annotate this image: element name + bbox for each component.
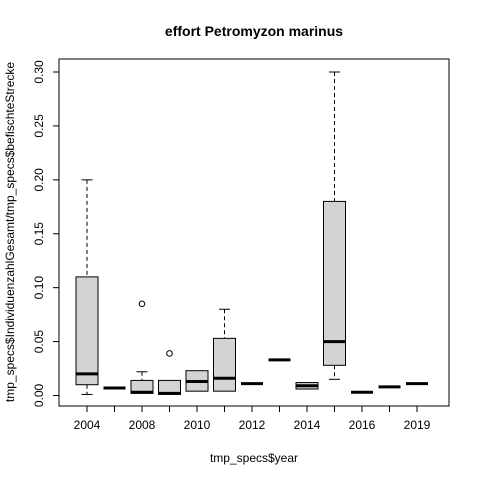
y-tick-label: 0.30 bbox=[32, 60, 46, 84]
x-tick-label: 2014 bbox=[294, 418, 321, 432]
x-tick-label: 2016 bbox=[349, 418, 376, 432]
box-iqr bbox=[75, 276, 99, 386]
x-axis-label: tmp_specs$year bbox=[210, 451, 298, 465]
x-tick-label: 2012 bbox=[239, 418, 266, 432]
x-tick-label: 2008 bbox=[129, 418, 156, 432]
outlier-point bbox=[138, 300, 146, 308]
box-iqr bbox=[213, 337, 236, 392]
box-2015 bbox=[323, 71, 346, 380]
boxes-group bbox=[75, 71, 428, 395]
plot-frame bbox=[58, 58, 450, 407]
box-2011 bbox=[213, 308, 236, 392]
x-axis: 2004 2008 2010 2012 2014 2016 2019 bbox=[74, 405, 431, 432]
y-tick-label: 0.20 bbox=[32, 168, 46, 192]
y-tick-label: 0.10 bbox=[32, 276, 46, 300]
box-2008 bbox=[130, 300, 154, 394]
y-tick-label: 0.25 bbox=[32, 114, 46, 138]
y-tick-label: 0.00 bbox=[32, 383, 46, 407]
y-tick-label: 0.15 bbox=[32, 222, 46, 246]
chart-title: effort Petromyzon marinus bbox=[165, 23, 343, 39]
y-axis-label: tmp_specs$IndividuenzahlGesamt/tmp_specs… bbox=[3, 62, 17, 403]
box-2014 bbox=[295, 382, 319, 390]
y-axis: 0.00 0.05 0.10 0.15 0.20 0.25 0.30 bbox=[32, 60, 60, 407]
y-tick-label: 0.05 bbox=[32, 330, 46, 354]
outlier-point bbox=[166, 350, 173, 357]
box-iqr bbox=[323, 200, 346, 366]
x-tick-label: 2019 bbox=[404, 418, 431, 432]
x-tick-label: 2010 bbox=[184, 418, 211, 432]
box-2010 bbox=[185, 370, 209, 392]
x-tick-label: 2004 bbox=[74, 418, 101, 432]
box-2004 bbox=[75, 179, 99, 395]
box-2009 bbox=[158, 350, 181, 395]
